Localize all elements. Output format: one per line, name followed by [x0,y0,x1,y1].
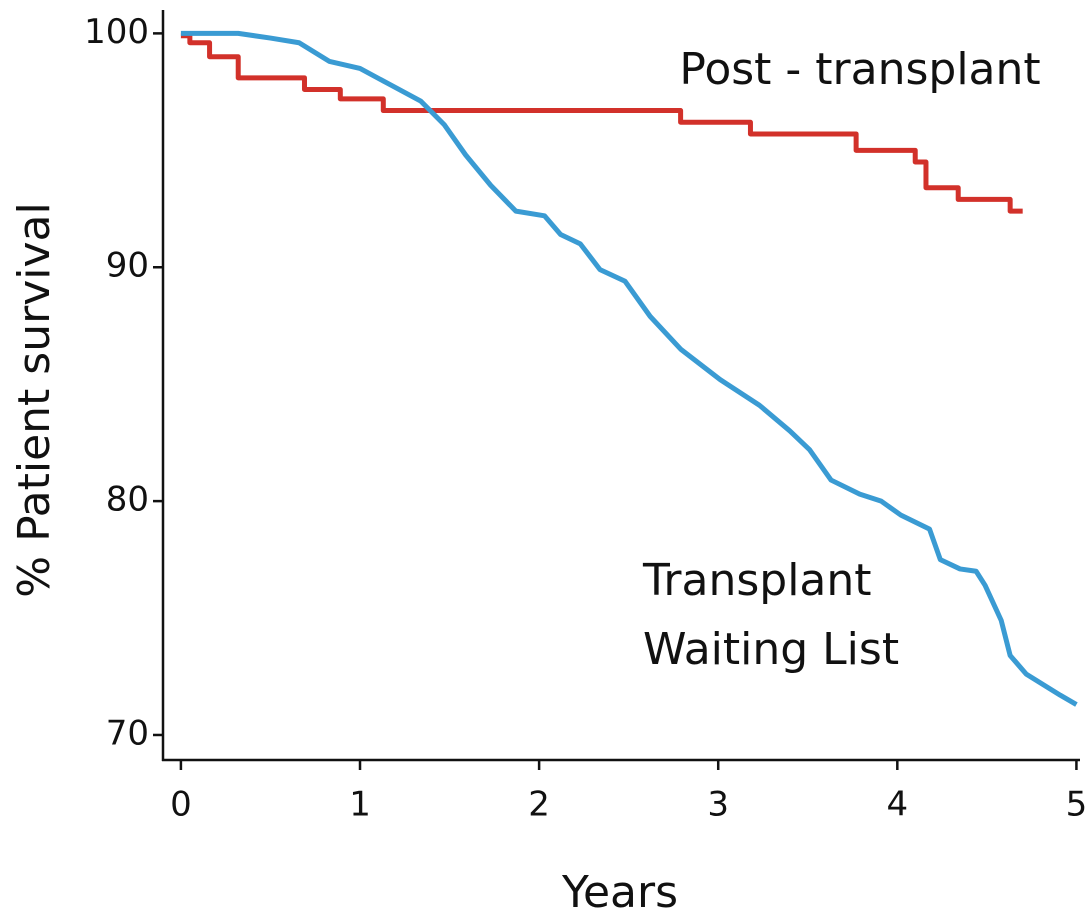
survival-line [180,33,1023,214]
x-tick-label: 1 [349,785,371,825]
y-tick-label: 90 [106,246,149,286]
x-tick-label: 2 [528,785,550,825]
y-tick-label: 80 [106,480,149,520]
x-tick-label: 0 [170,785,192,825]
x-tick-label: 5 [1066,785,1088,825]
x-axis-label: Years [561,867,678,918]
x-tick-label: 3 [707,785,729,825]
y-axis-label: % Patient survival [9,202,60,597]
y-tick-label: 70 [106,713,149,753]
y-tick-label: 100 [84,12,149,52]
annotation: Waiting List [643,624,899,675]
x-tick-label: 4 [886,785,908,825]
annotation: Post - transplant [679,44,1040,95]
annotation: Transplant [642,555,872,606]
survival-line [180,30,1078,707]
